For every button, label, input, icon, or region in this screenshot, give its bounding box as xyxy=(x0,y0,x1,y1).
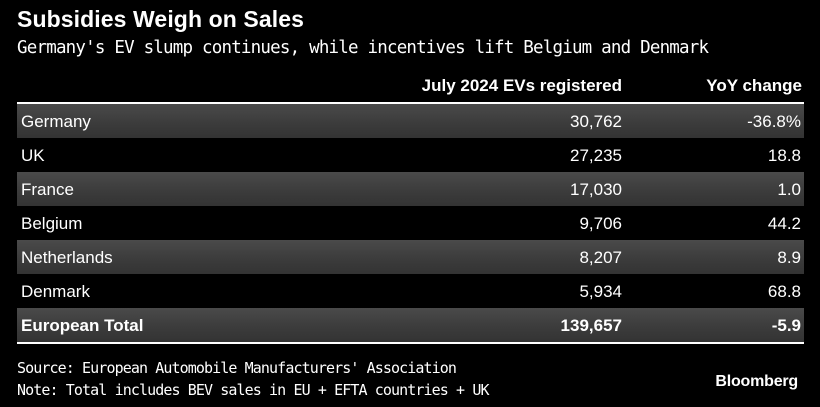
cell-yoy: 44.2 xyxy=(767,214,801,233)
cell-evs: 27,235 xyxy=(570,146,622,165)
cell-country: France xyxy=(21,180,74,199)
cell-evs: 9,706 xyxy=(579,214,622,233)
cell-yoy: 68.8 xyxy=(767,282,801,301)
cell-country: Germany xyxy=(21,112,91,131)
cell-yoy: 1.0 xyxy=(777,180,801,199)
cell-evs: 5,934 xyxy=(579,282,622,301)
data-table: July 2024 EVs registered YoY change Germ… xyxy=(17,72,804,344)
cell-country: Denmark xyxy=(21,282,90,301)
table-row-belgium: Belgium 9,706 44.2 xyxy=(17,206,804,240)
header-evs-registered: July 2024 EVs registered xyxy=(421,76,622,95)
cell-yoy: 8.9 xyxy=(777,248,801,267)
cell-evs: 17,030 xyxy=(570,180,622,199)
cell-country: European Total xyxy=(21,316,144,335)
cell-country: Belgium xyxy=(21,214,83,233)
footnote: Note: Total includes BEV sales in EU + E… xyxy=(17,381,489,399)
header-yoy-change: YoY change xyxy=(706,76,802,95)
cell-country: UK xyxy=(21,146,45,165)
cell-evs: 30,762 xyxy=(570,112,622,131)
table-row-france: France 17,030 1.0 xyxy=(17,172,804,206)
table-row-germany: Germany 30,762 -36.8% xyxy=(17,104,804,138)
cell-evs: 139,657 xyxy=(560,316,622,335)
chart-title: Subsidies Weigh on Sales xyxy=(17,6,304,32)
cell-yoy: 18.8 xyxy=(767,146,801,165)
cell-evs: 8,207 xyxy=(579,248,622,267)
table-row-denmark: Denmark 5,934 68.8 xyxy=(17,274,804,308)
chart-footer: Source: European Automobile Manufacturer… xyxy=(17,357,489,401)
bloomberg-logo: Bloomberg xyxy=(715,373,798,390)
cell-yoy: -5.9 xyxy=(771,316,801,335)
table-header: July 2024 EVs registered YoY change xyxy=(17,72,804,104)
table-row-european-total: European Total 139,657 -5.9 xyxy=(17,308,804,344)
table-row-uk: UK 27,235 18.8 xyxy=(17,138,804,172)
cell-yoy: -36.8% xyxy=(747,112,801,131)
source-note: Source: European Automobile Manufacturer… xyxy=(17,359,457,377)
chart-subtitle: Germany's EV slump continues, while ince… xyxy=(17,38,709,58)
table-row-netherlands: Netherlands 8,207 8.9 xyxy=(17,240,804,274)
cell-country: Netherlands xyxy=(21,248,113,267)
